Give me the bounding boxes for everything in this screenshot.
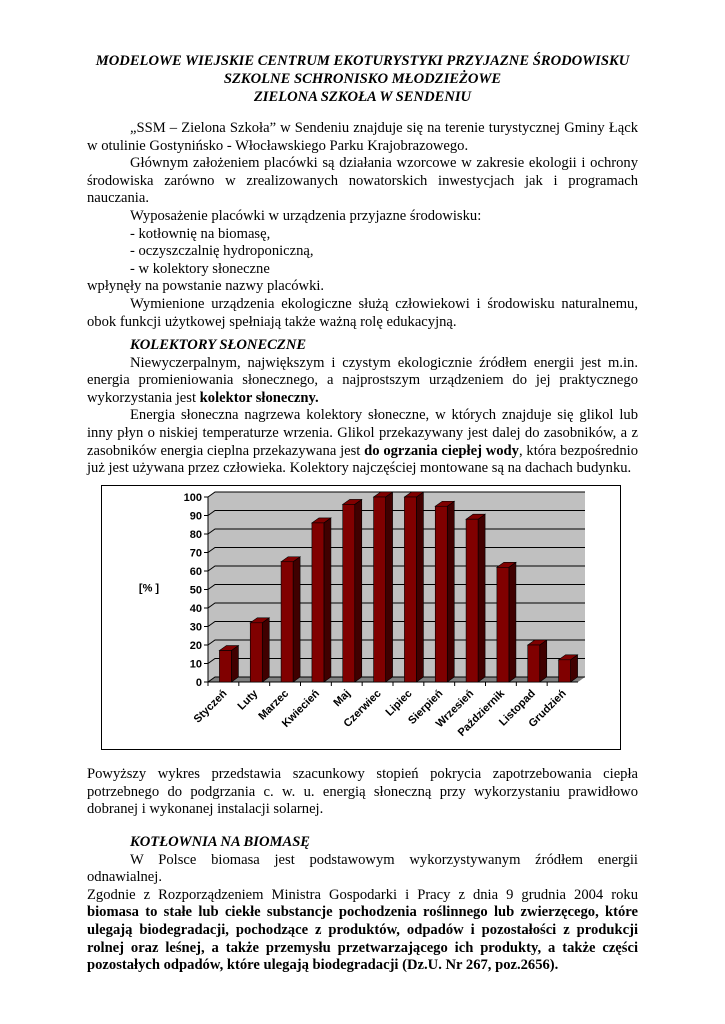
bar-side	[508, 561, 517, 683]
title-line: SZKOLNE SCHRONISKO MŁODZIEŻOWE	[223, 71, 502, 87]
y-tick-label: 60	[190, 566, 202, 578]
bar-Listopad	[527, 644, 541, 683]
gridline	[207, 621, 585, 627]
list-item: - w kolektory słoneczne	[130, 260, 270, 277]
bold-text: biomasa to stałe lub ciekłe substancje p…	[87, 904, 638, 974]
gridline	[207, 639, 585, 646]
paragraph: W Polsce biomasa jest podstawowym wykorz…	[87, 851, 638, 886]
bar-Maj	[342, 504, 356, 683]
intro-section: „SSM – Zielona Szkoła” w Sendeniu znajdu…	[87, 120, 638, 331]
plot-wall	[208, 492, 585, 682]
gridline	[207, 547, 585, 553]
text: , która bezpośrednio już jest używana pr…	[87, 442, 638, 477]
bold-text: do ogrzania ciepłej wody	[364, 442, 519, 459]
title-line: MODELOWE WIEJSKIE CENTRUM EKOTURYSTYKI P…	[95, 53, 630, 69]
bar-Wrzesień	[465, 518, 479, 683]
y-tick-label: 70	[190, 548, 202, 560]
bar-side	[354, 498, 363, 683]
y-tick-label: 0	[196, 677, 202, 689]
y-tick-label: 100	[184, 492, 202, 504]
list-item: - oczyszczalnię hydroponiczną,	[130, 243, 314, 260]
solar-coverage-chart: 0 10 20 30 40 50 60 70 80 90 100 [% ] Styczeń Luty Mar…	[101, 485, 621, 750]
bar-side	[261, 617, 270, 683]
gridline	[207, 528, 585, 535]
paragraph: wpłynęły na powstanie nazwy placówki.	[87, 278, 325, 295]
y-tick-label: 80	[190, 529, 202, 541]
section-heading: KOLEKTORY SŁONECZNE	[130, 337, 307, 353]
text: Zgodnie z Rozporządzeniem Ministra Gospo…	[87, 886, 638, 903]
bar-side	[231, 644, 239, 683]
bar-side	[292, 556, 301, 683]
gridline	[207, 658, 585, 664]
paragraph: Głównym założeniem placówki są działania…	[87, 155, 638, 207]
paragraph: Wymienione urządzenia ekologiczne służą …	[87, 295, 638, 330]
paragraph: Powyższy wykres przedstawia szacunkowy s…	[87, 766, 638, 818]
bar-Grudzień	[558, 659, 571, 683]
bold-text: kolektor słoneczny.	[199, 389, 319, 406]
x-tick-label: Luty	[235, 687, 261, 713]
bar-Kwiecień	[311, 522, 325, 683]
list-item: - kotłownię na biomasę,	[130, 225, 271, 242]
paragraph: Wyposażenie placówki w urządzenia przyja…	[130, 207, 482, 224]
biomass-section: KOTŁOWNIA NA BIOMASĘ W Polsce biomasa je…	[87, 834, 638, 975]
bar-Styczeń	[219, 650, 232, 683]
bar-Październik	[496, 567, 510, 683]
bar-side	[539, 639, 548, 683]
y-tick-label: 50	[190, 585, 202, 597]
gridline	[207, 602, 585, 609]
paragraph: Energia słoneczna nagrzewa kolektory sło…	[87, 407, 638, 477]
x-tick-label: Maj	[331, 688, 352, 709]
bar-side	[385, 491, 393, 683]
bar-Czerwiec	[373, 496, 386, 683]
x-tick-label: Styczeń	[192, 687, 230, 725]
bar-side	[323, 517, 332, 683]
gridline	[207, 491, 585, 498]
section-heading: KOTŁOWNIA NA BIOMASĘ	[130, 834, 311, 850]
text: Niewyczerpalnym, największym i czystym e…	[87, 354, 638, 406]
bar-Marzec	[280, 561, 294, 683]
gridline	[207, 584, 585, 590]
chart-caption: Powyższy wykres przedstawia szacunkowy s…	[87, 766, 638, 819]
y-tick-label: 90	[190, 511, 202, 523]
plot-floor	[208, 677, 585, 682]
y-tick-label: 20	[190, 640, 202, 652]
bar-side	[477, 513, 486, 683]
y-tick-label: 10	[190, 659, 202, 671]
text: Energia słoneczna nagrzewa kolektory sło…	[87, 407, 638, 459]
y-tick-label: 30	[190, 622, 202, 634]
paragraph: „SSM – Zielona Szkoła” w Sendeniu znajdu…	[87, 120, 638, 154]
bar-Sierpień	[434, 505, 448, 683]
bar-Lipiec	[404, 496, 417, 683]
document-title: MODELOWE WIEJSKIE CENTRUM EKOTURYSTYKI P…	[60, 52, 665, 106]
bar-side	[446, 500, 455, 683]
paragraph: Zgodnie z Rozporządzeniem Ministra Gospo…	[87, 887, 638, 975]
solar-section: KOLEKTORY SŁONECZNE Niewyczerpalnym, naj…	[87, 337, 638, 478]
title-line: ZIELONA SZKOŁA W SENDENIU	[253, 89, 472, 105]
y-tick-label: 40	[190, 603, 202, 615]
bar-side	[416, 491, 424, 683]
gridline	[207, 510, 585, 516]
y-axis-label: [% ]	[139, 583, 160, 595]
gridline	[207, 565, 585, 572]
paragraph: Niewyczerpalnym, największym i czystym e…	[87, 355, 638, 408]
gridline	[207, 676, 585, 683]
bar-Luty	[249, 622, 263, 683]
